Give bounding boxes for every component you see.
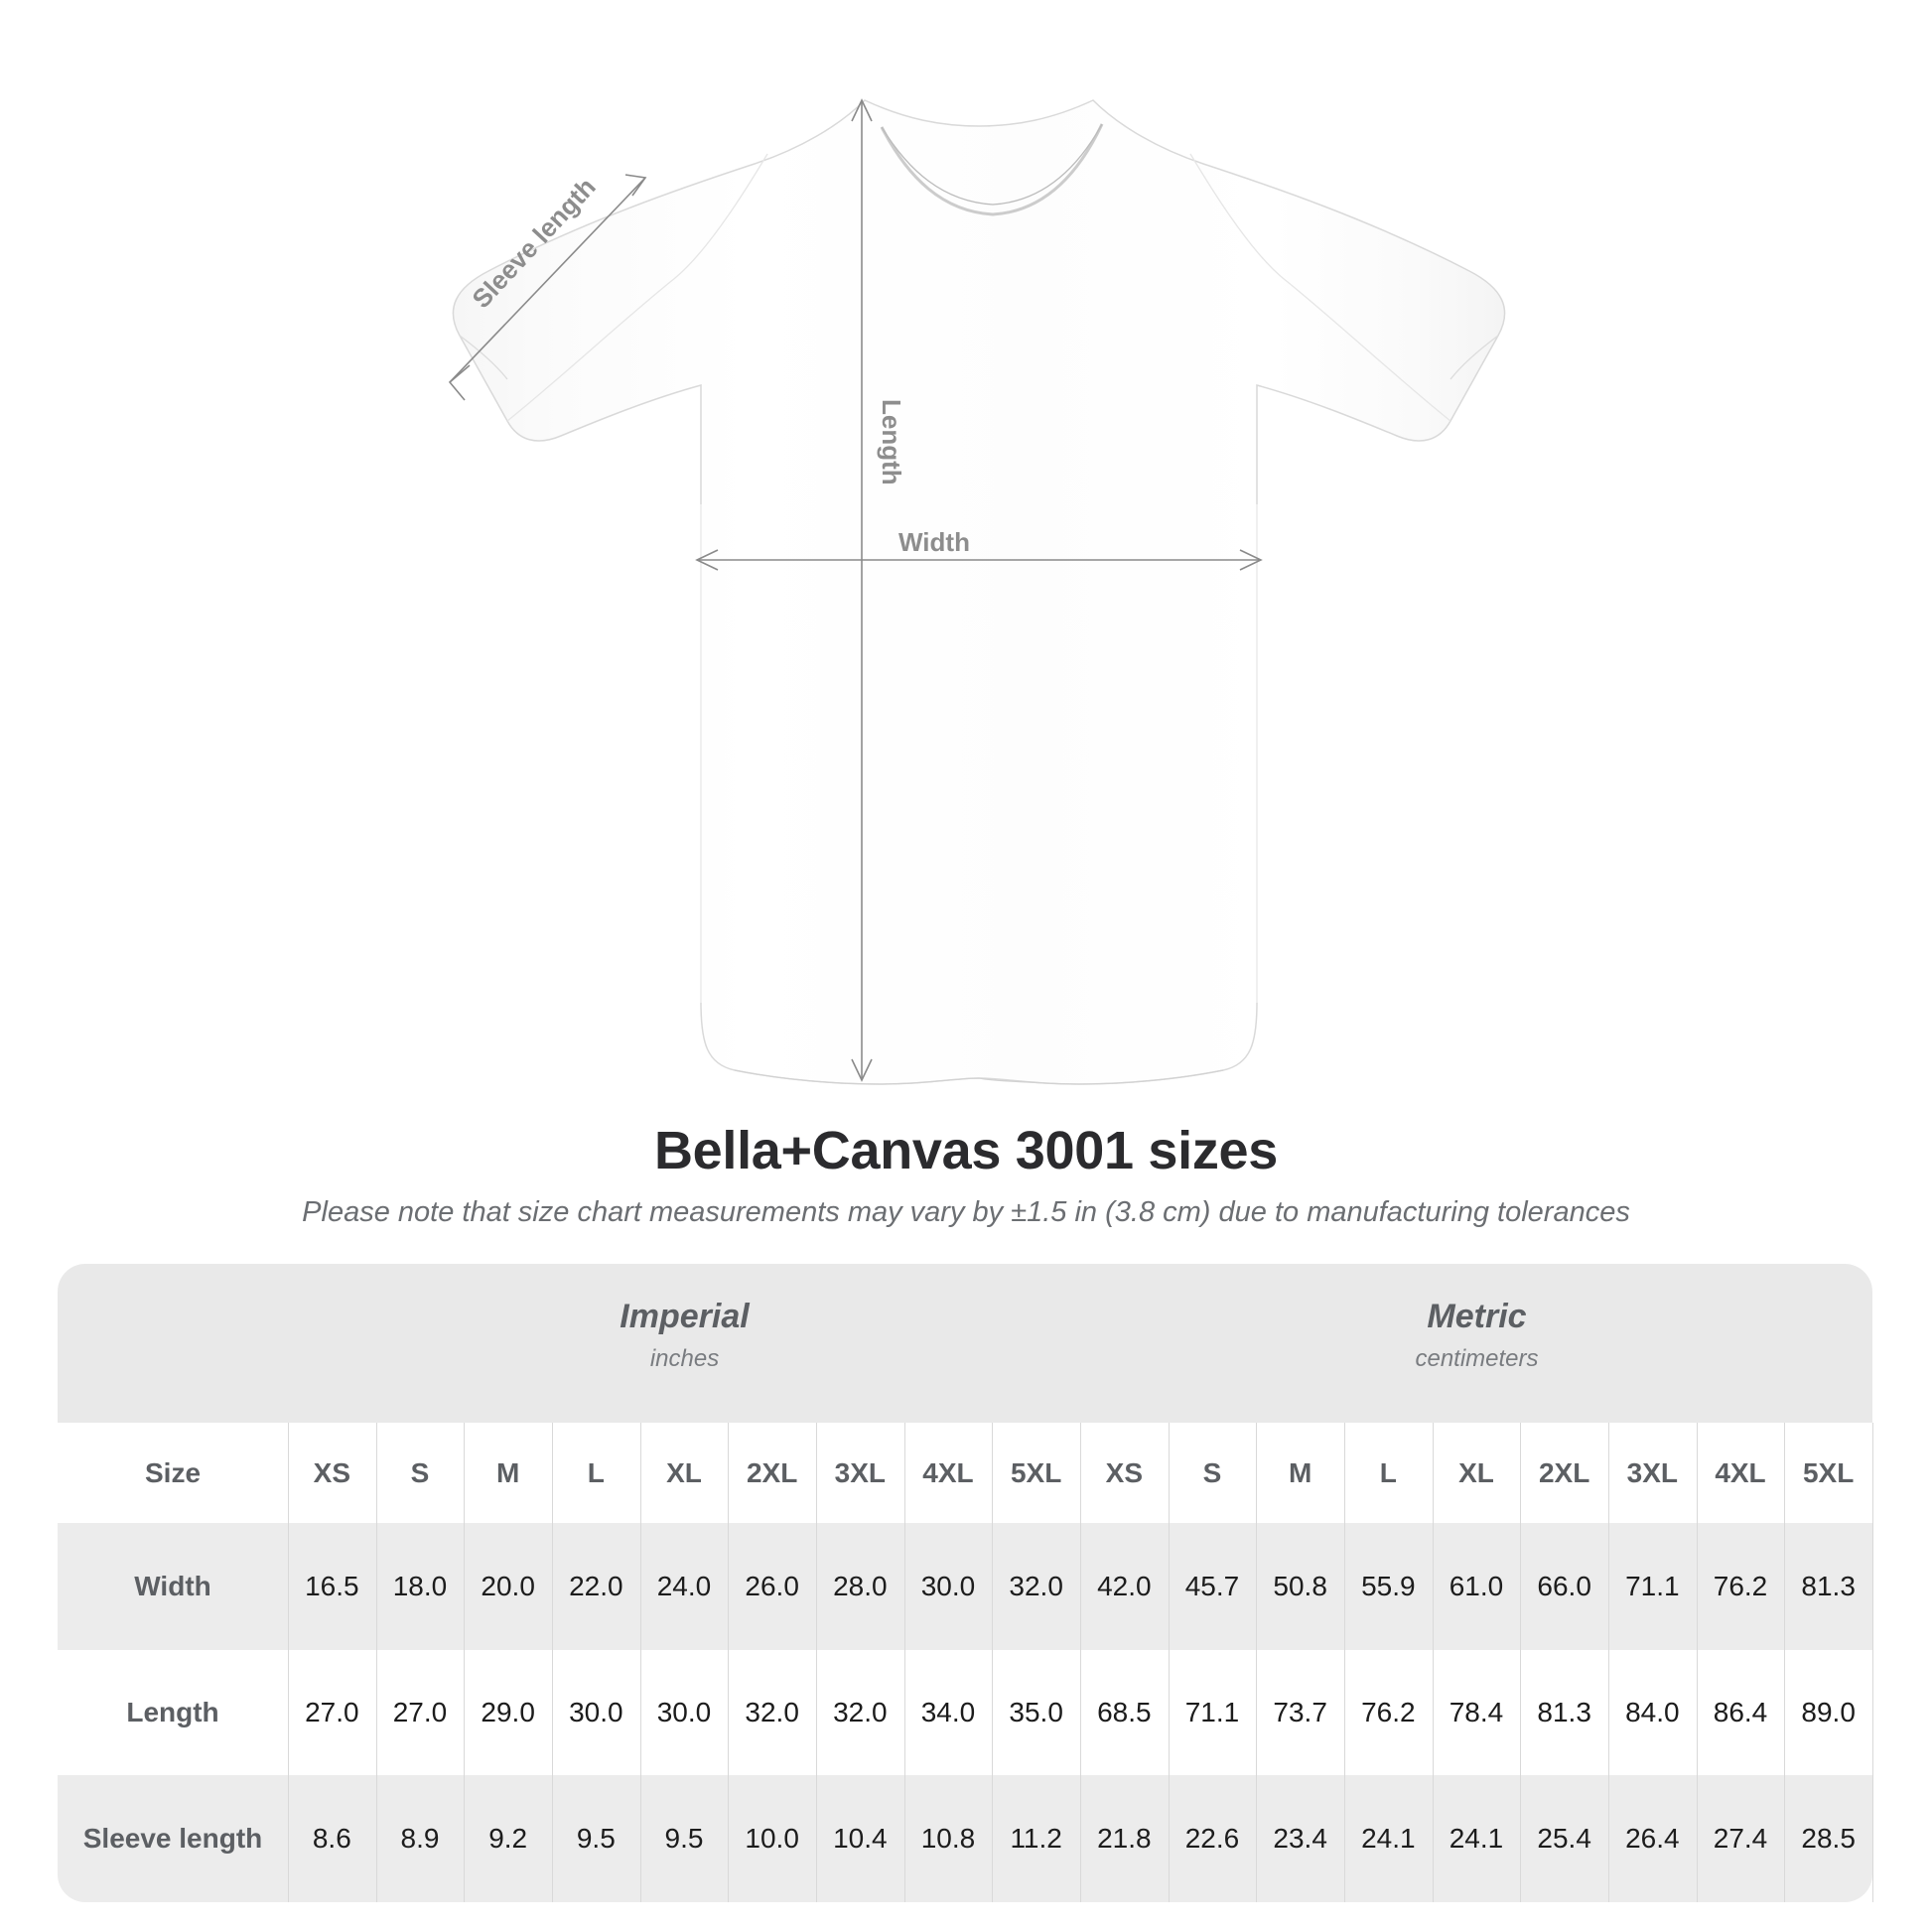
svg-text:Width: Width bbox=[898, 527, 970, 557]
svg-text:Length: Length bbox=[877, 399, 906, 485]
